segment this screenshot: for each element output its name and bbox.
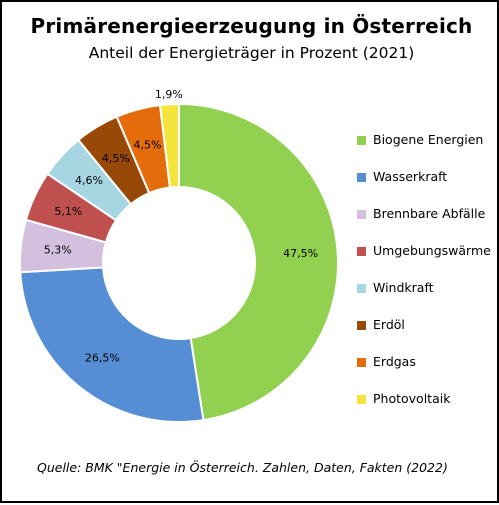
slice-label-5: 4,5% [102,152,130,165]
donut-labels: 47,5% 26,5% 5,3% 5,1% 4,6% 4,5% 4,5% 1,9% [44,88,318,365]
legend-label-1: Wasserkraft [373,169,448,184]
legend-label-3: Umgebungswärme [373,243,491,258]
legend-label-0: Biogene Energien [373,132,484,147]
slice-label-4: 4,6% [75,174,103,187]
donut-slices [19,102,339,423]
legend-label-7: Photovoltaik [373,391,451,406]
legend-swatch-7 [357,395,366,404]
legend-label-5: Erdöl [373,317,405,332]
legend-swatch-4 [357,284,366,293]
legend-swatch-5 [357,321,366,330]
legend-label-6: Erdgas [373,354,416,369]
slice-0 [178,102,339,422]
slice-label-3: 5,1% [54,205,82,218]
legend-swatch-6 [357,358,366,367]
slice-7 [158,102,180,189]
legend-swatch-1 [357,173,366,182]
legend-label-2: Brennbare Abfälle [373,206,486,221]
slice-1 [19,266,205,423]
slice-label-1: 26,5% [85,351,120,364]
legend-label-4: Windkraft [373,280,434,295]
legend-swatch-2 [357,210,366,219]
slice-label-0: 47,5% [283,247,318,260]
slice-label-6: 4,5% [134,139,162,152]
slice-label-7: 1,9% [155,88,183,101]
chart-subtitle: Anteil der Energieträger in Prozent (202… [88,44,415,62]
slice-label-2: 5,3% [44,243,72,256]
chart-title: Primärenergieerzeugung in Österreich [30,14,473,38]
legend-swatch-0 [357,136,366,145]
legend-swatch-3 [357,247,366,256]
source-note: Quelle: BMK "Energie in Österreich. Zahl… [37,460,448,475]
